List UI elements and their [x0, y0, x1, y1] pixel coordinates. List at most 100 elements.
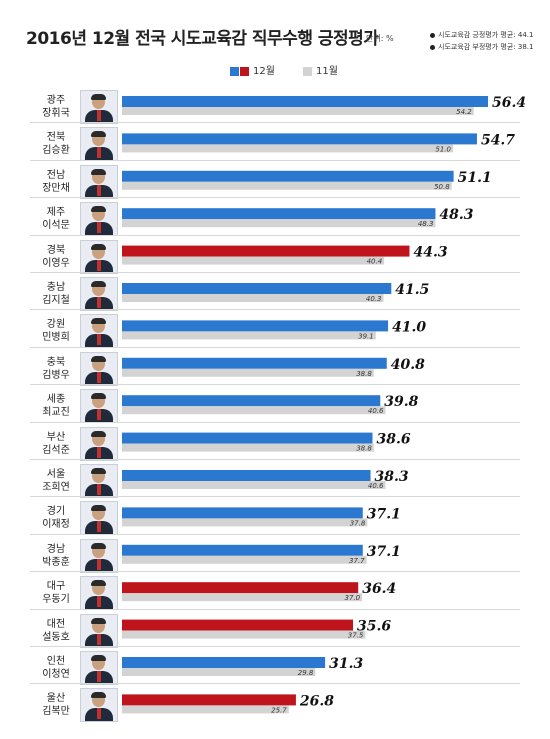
- bar-nov: [122, 668, 316, 676]
- bar-dec: [122, 432, 373, 444]
- row-divider: [30, 234, 520, 236]
- bar-nov: [122, 219, 436, 228]
- portrait-tie: [97, 334, 101, 346]
- value-label-nov: 40.4: [367, 258, 383, 266]
- row-label: 제주 이석문: [38, 206, 74, 232]
- portrait-photo: [80, 164, 118, 199]
- value-label-nov: 54.2: [456, 108, 472, 116]
- bar-dec: [122, 357, 387, 369]
- legend-nov: 11월: [303, 62, 338, 77]
- row-divider: [30, 421, 520, 423]
- row-divider: [30, 309, 520, 311]
- bar-nov: [122, 368, 374, 377]
- row-divider: [30, 159, 520, 161]
- bar-dec: [122, 133, 477, 145]
- portrait-tie: [97, 297, 101, 308]
- bar-dec: [122, 320, 389, 332]
- portrait-photo: [80, 651, 118, 685]
- bar-dec: [122, 96, 488, 107]
- portrait-tie: [97, 446, 101, 458]
- portrait-hair: [91, 131, 106, 138]
- value-label-nov: 37.0: [345, 594, 361, 602]
- portrait-hair: [91, 505, 106, 512]
- portrait-photo: [80, 688, 118, 723]
- portrait-photo: [80, 351, 118, 386]
- row-divider: [30, 533, 520, 535]
- value-label-nov: 40.6: [368, 482, 384, 490]
- bar-dec: [122, 283, 392, 294]
- portrait-photo: [80, 90, 118, 124]
- row-divider: [30, 608, 520, 610]
- value-label-nov: 48.3: [418, 220, 434, 228]
- portrait-tie: [97, 633, 101, 645]
- legend-swatch-blue: [230, 66, 239, 76]
- value-label-dec: 51.1: [458, 170, 492, 186]
- value-label-nov: 37.8: [350, 519, 366, 527]
- negative-average-text: 시도교육감 부정평가 평균: 38.1: [438, 43, 534, 51]
- bar-nov: [122, 630, 366, 639]
- value-label-dec: 26.8: [299, 693, 334, 709]
- row-label: 경기 이재정: [38, 505, 74, 531]
- row-label: 전북 김승환: [38, 131, 74, 157]
- legend-swatch-gray: [303, 66, 312, 76]
- value-label-nov: 40.3: [366, 295, 382, 303]
- row-label: 서울 조희연: [38, 468, 74, 494]
- region-label: 경남: [46, 543, 66, 555]
- value-label-dec: 40.8: [391, 357, 425, 373]
- legend-dec: 12월: [230, 62, 275, 77]
- region-label: 광주: [46, 95, 66, 106]
- chart-title: 2016년 12월 전국 시도교육감 직무수행 긍정평가: [26, 29, 379, 49]
- positive-average-text: 시도교육감 긍정평가 평균: 44.1: [438, 31, 534, 39]
- bar-nov: [122, 144, 453, 153]
- portrait-tie: [97, 409, 101, 421]
- portrait-photo: [80, 613, 118, 648]
- bar-dec: [122, 619, 354, 631]
- bar-dec: [122, 208, 436, 220]
- superintendent-name: 이석문: [42, 220, 70, 232]
- row-divider: [30, 346, 520, 348]
- row-label: 울산 김복만: [38, 692, 74, 718]
- superintendent-name: 김병우: [42, 369, 70, 381]
- portrait-hair: [91, 430, 106, 437]
- row-label: 세종 최교진: [38, 393, 74, 419]
- bar-nov: [122, 181, 452, 190]
- value-label-dec: 41.5: [395, 282, 429, 298]
- bar-dec: [122, 170, 454, 182]
- value-label-dec: 44.3: [413, 245, 447, 261]
- row-label: 대전 설동호: [38, 618, 74, 644]
- region-label: 울산: [46, 693, 66, 705]
- positive-average-note: 시도교육감 긍정평가 평균: 44.1: [430, 30, 533, 40]
- region-label: 제주: [46, 207, 66, 219]
- value-label-dec: 35.6: [357, 619, 391, 635]
- value-label-nov: 38.8: [356, 445, 372, 453]
- bar-dec: [122, 470, 371, 481]
- portrait-tie: [97, 708, 101, 720]
- portrait-photo: [80, 239, 118, 274]
- row-label: 경남 박종훈: [38, 543, 74, 569]
- portrait-hair: [91, 281, 106, 287]
- portrait-tie: [97, 596, 101, 608]
- bar-nov: [122, 294, 384, 302]
- region-label: 경북: [46, 244, 66, 256]
- value-label-dec: 36.4: [362, 581, 396, 597]
- row-label: 충북 김병우: [38, 356, 74, 382]
- portrait-tie: [97, 147, 101, 159]
- value-label-dec: 56.4: [492, 95, 526, 111]
- superintendent-name: 이재정: [42, 519, 70, 531]
- portrait-hair: [91, 243, 106, 250]
- value-label-nov: 38.8: [356, 370, 372, 378]
- value-label-nov: 25.7: [271, 706, 287, 714]
- region-label: 전북: [46, 132, 66, 144]
- value-label-dec: 37.1: [367, 544, 401, 560]
- portrait-hair: [91, 580, 106, 587]
- portrait-hair: [91, 542, 106, 549]
- portrait-photo: [80, 501, 118, 536]
- value-label-dec: 31.3: [329, 656, 363, 672]
- value-label-dec: 48.3: [439, 207, 473, 223]
- bar-dec: [122, 657, 326, 668]
- unit-label: 단위: %: [366, 34, 394, 43]
- region-label: 부산: [46, 431, 66, 443]
- portrait-hair: [91, 206, 106, 213]
- value-label-nov: 39.1: [358, 332, 374, 340]
